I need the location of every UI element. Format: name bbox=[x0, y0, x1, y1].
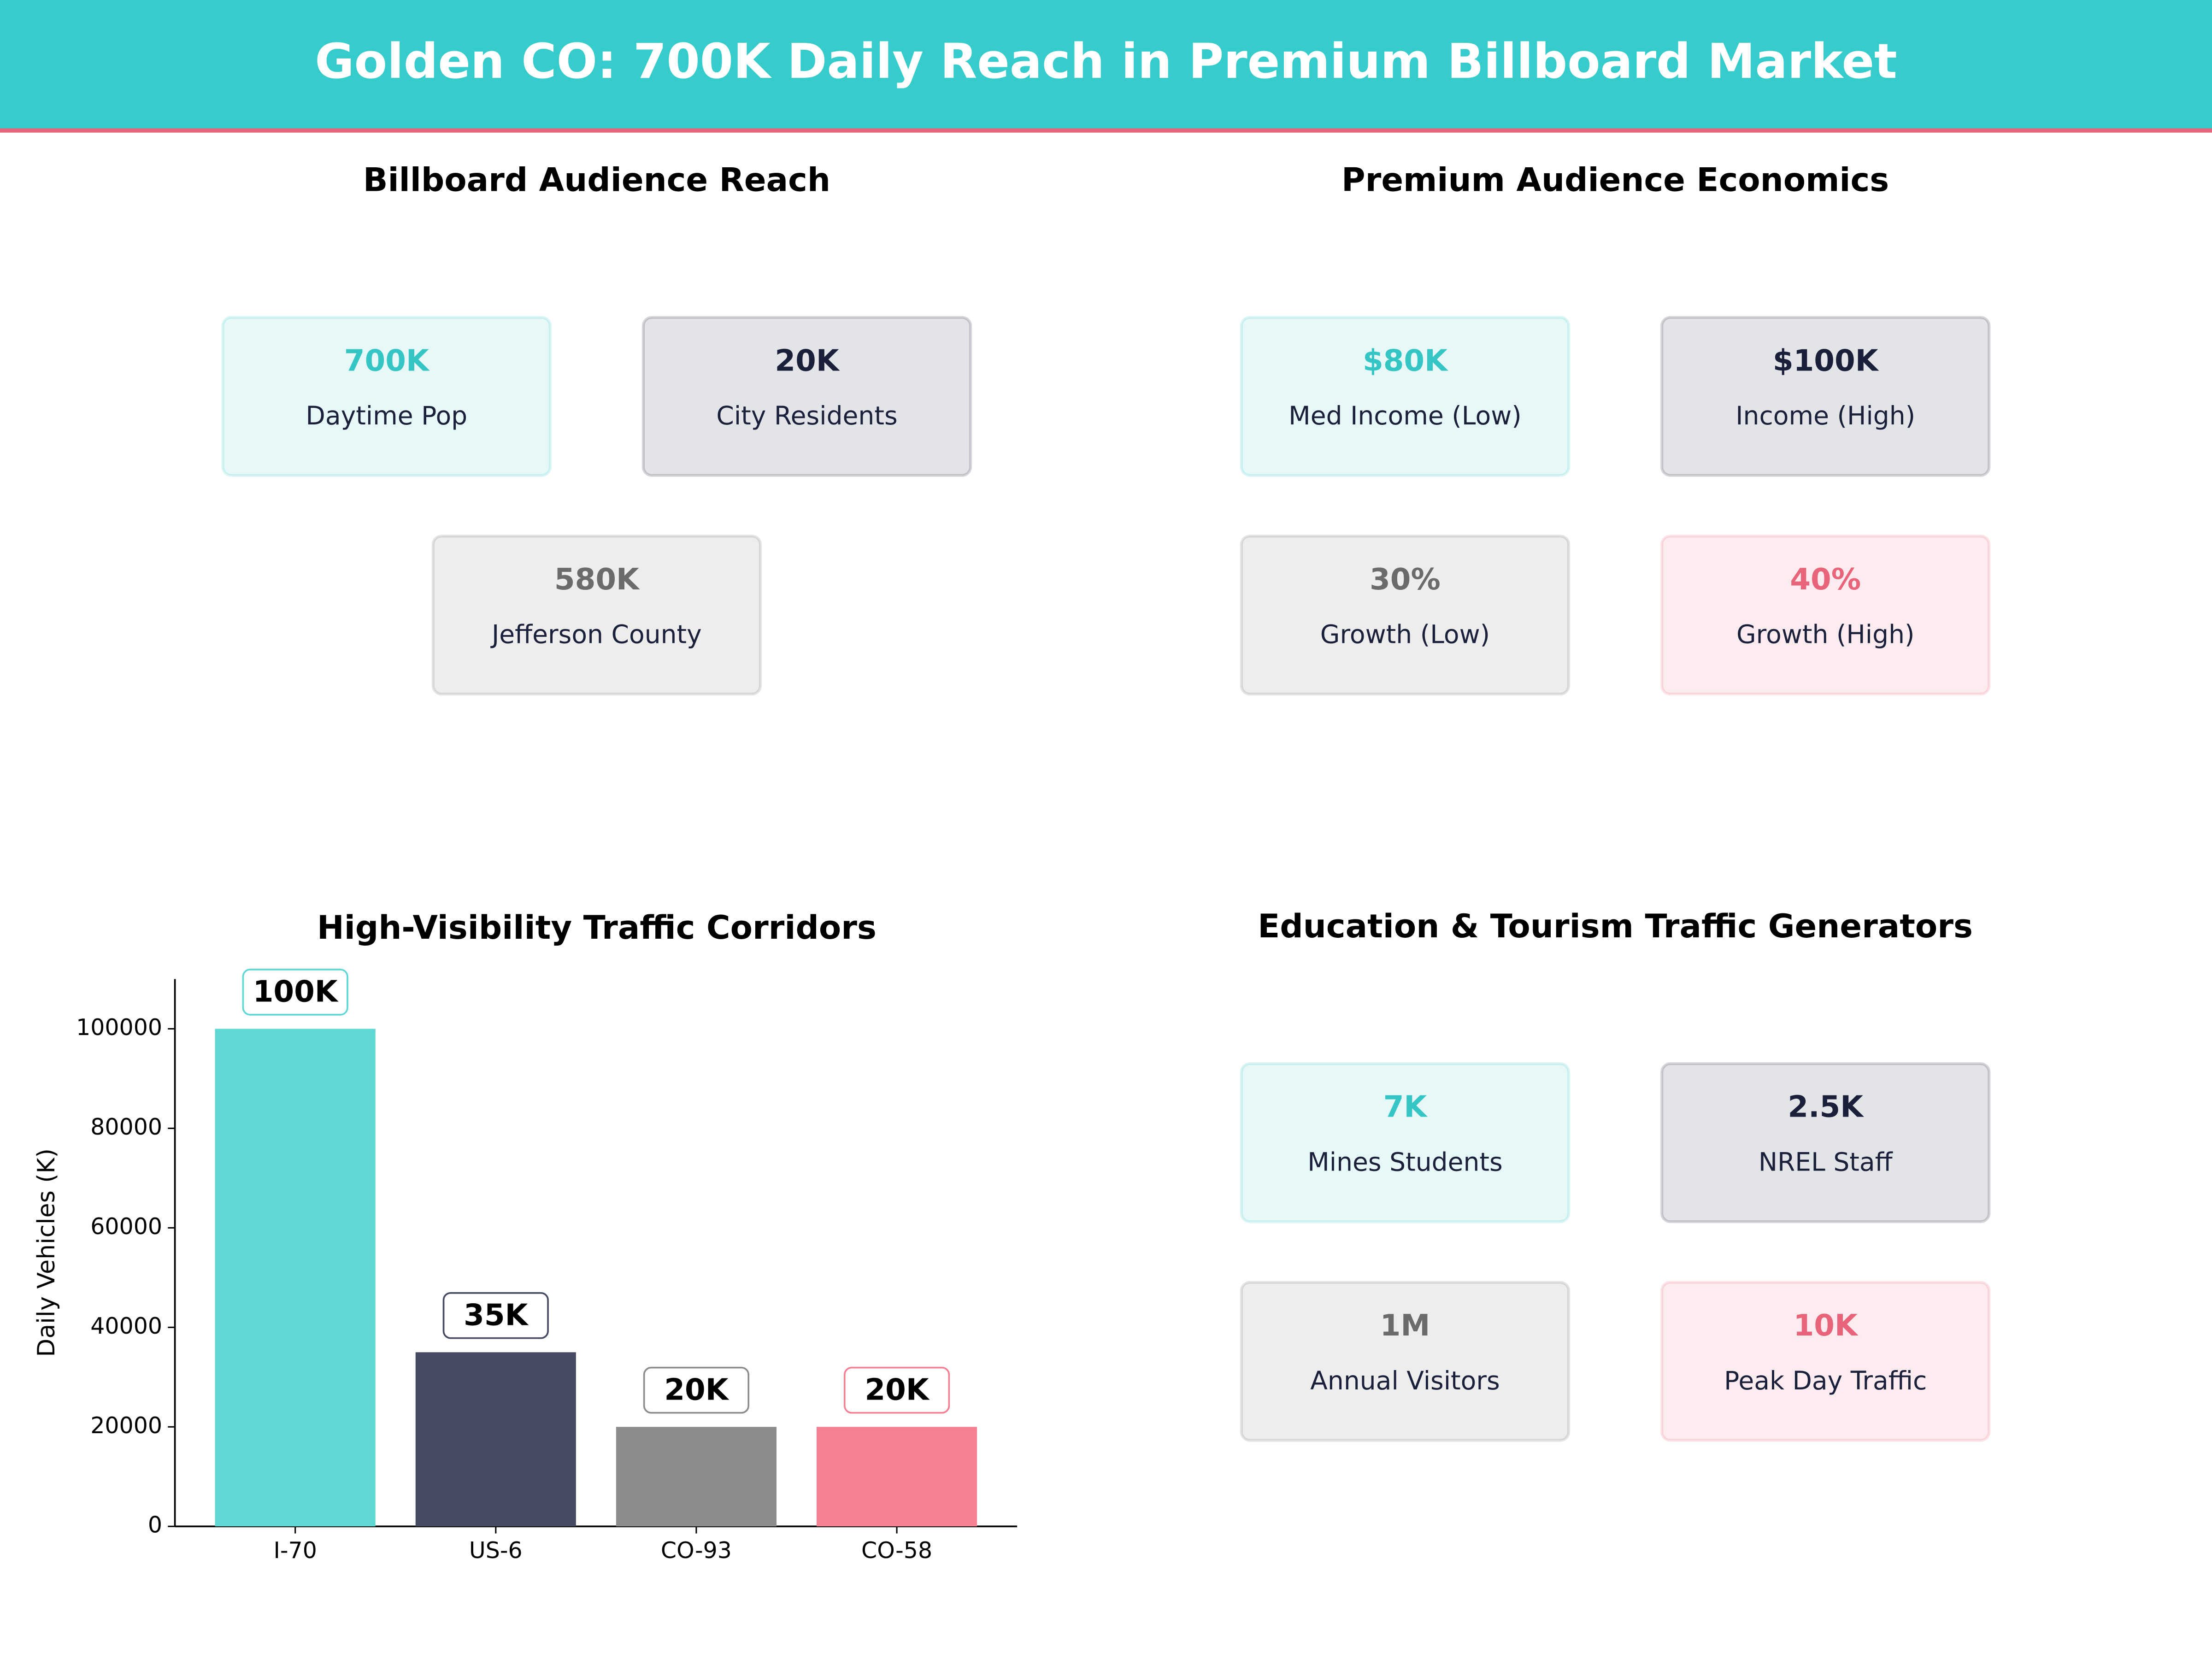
kpi-value: 700K bbox=[344, 343, 430, 378]
value-label-box bbox=[242, 969, 348, 1016]
bar bbox=[817, 1427, 977, 1527]
y-tick-label: 20000 bbox=[90, 1412, 162, 1439]
x-tick-label: CO-58 bbox=[861, 1537, 932, 1564]
kpi-card bbox=[641, 316, 972, 477]
value-label-box bbox=[643, 1366, 750, 1414]
y-axis-label: Daily Vehicles (K) bbox=[33, 1148, 60, 1357]
kpi-label: Daytime Pop bbox=[306, 401, 467, 430]
kpi-card bbox=[1660, 1062, 1991, 1224]
panel-title: Billboard Audience Reach bbox=[363, 161, 830, 199]
kpi-label: Annual Visitors bbox=[1310, 1366, 1500, 1395]
kpi-card bbox=[1240, 535, 1571, 696]
value-label: 100K bbox=[253, 974, 339, 1009]
x-tick-label: US-6 bbox=[469, 1537, 523, 1564]
kpi-label: NREL Staff bbox=[1759, 1147, 1893, 1177]
kpi-card bbox=[1660, 316, 1991, 477]
kpi-value: 7K bbox=[1383, 1090, 1428, 1124]
kpi-card bbox=[1660, 1281, 1991, 1442]
header-bar bbox=[0, 0, 2212, 130]
kpi-value: $80K bbox=[1363, 343, 1448, 378]
value-label: 20K bbox=[865, 1372, 930, 1407]
y-tick-label: 100000 bbox=[76, 1014, 162, 1041]
page-title: Golden CO: 700K Daily Reach in Premium B… bbox=[315, 33, 1897, 89]
kpi-card bbox=[431, 535, 762, 696]
kpi-card bbox=[221, 316, 552, 477]
kpi-label: Med Income (Low) bbox=[1288, 401, 1522, 430]
kpi-card bbox=[1240, 316, 1571, 477]
bar bbox=[616, 1427, 777, 1527]
kpi-value: 2.5K bbox=[1788, 1090, 1864, 1124]
bar bbox=[215, 1029, 376, 1527]
kpi-card bbox=[1660, 535, 1991, 696]
value-label-box bbox=[442, 1292, 549, 1339]
value-label-box bbox=[843, 1366, 950, 1414]
kpi-value: 10K bbox=[1794, 1308, 1859, 1343]
kpi-value: 30% bbox=[1370, 562, 1441, 597]
panel-title: Premium Audience Economics bbox=[1341, 161, 1889, 199]
y-tick-label: 80000 bbox=[90, 1114, 162, 1140]
kpi-value: 1M bbox=[1380, 1308, 1430, 1343]
y-tick-label: 60000 bbox=[90, 1213, 162, 1240]
kpi-label: Growth (High) bbox=[1736, 620, 1915, 649]
kpi-card bbox=[1240, 1062, 1571, 1224]
y-tick-label: 0 bbox=[148, 1512, 162, 1538]
kpi-label: Jefferson County bbox=[490, 620, 702, 649]
y-tick-label: 40000 bbox=[90, 1313, 162, 1339]
kpi-label: City Residents bbox=[716, 401, 897, 430]
kpi-label: Mines Students bbox=[1307, 1147, 1502, 1177]
value-label: 20K bbox=[664, 1372, 729, 1407]
kpi-value: 580K bbox=[554, 562, 640, 597]
bar bbox=[415, 1352, 576, 1527]
kpi-label: Growth (Low) bbox=[1320, 620, 1490, 649]
header-rule bbox=[0, 128, 2212, 133]
value-label: 35K bbox=[464, 1298, 529, 1332]
kpi-card bbox=[1240, 1281, 1571, 1442]
kpi-label: Peak Day Traffic bbox=[1724, 1366, 1927, 1395]
chart-title: High-Visibility Traffic Corridors bbox=[317, 909, 877, 947]
x-tick-label: I-70 bbox=[273, 1537, 317, 1564]
panel-title: Education & Tourism Traffic Generators bbox=[1258, 907, 1973, 945]
kpi-value: 20K bbox=[775, 343, 840, 378]
kpi-value: 40% bbox=[1790, 562, 1861, 597]
x-tick-label: CO-93 bbox=[661, 1537, 732, 1564]
kpi-value: $100K bbox=[1773, 343, 1879, 378]
kpi-label: Income (High) bbox=[1735, 401, 1915, 430]
